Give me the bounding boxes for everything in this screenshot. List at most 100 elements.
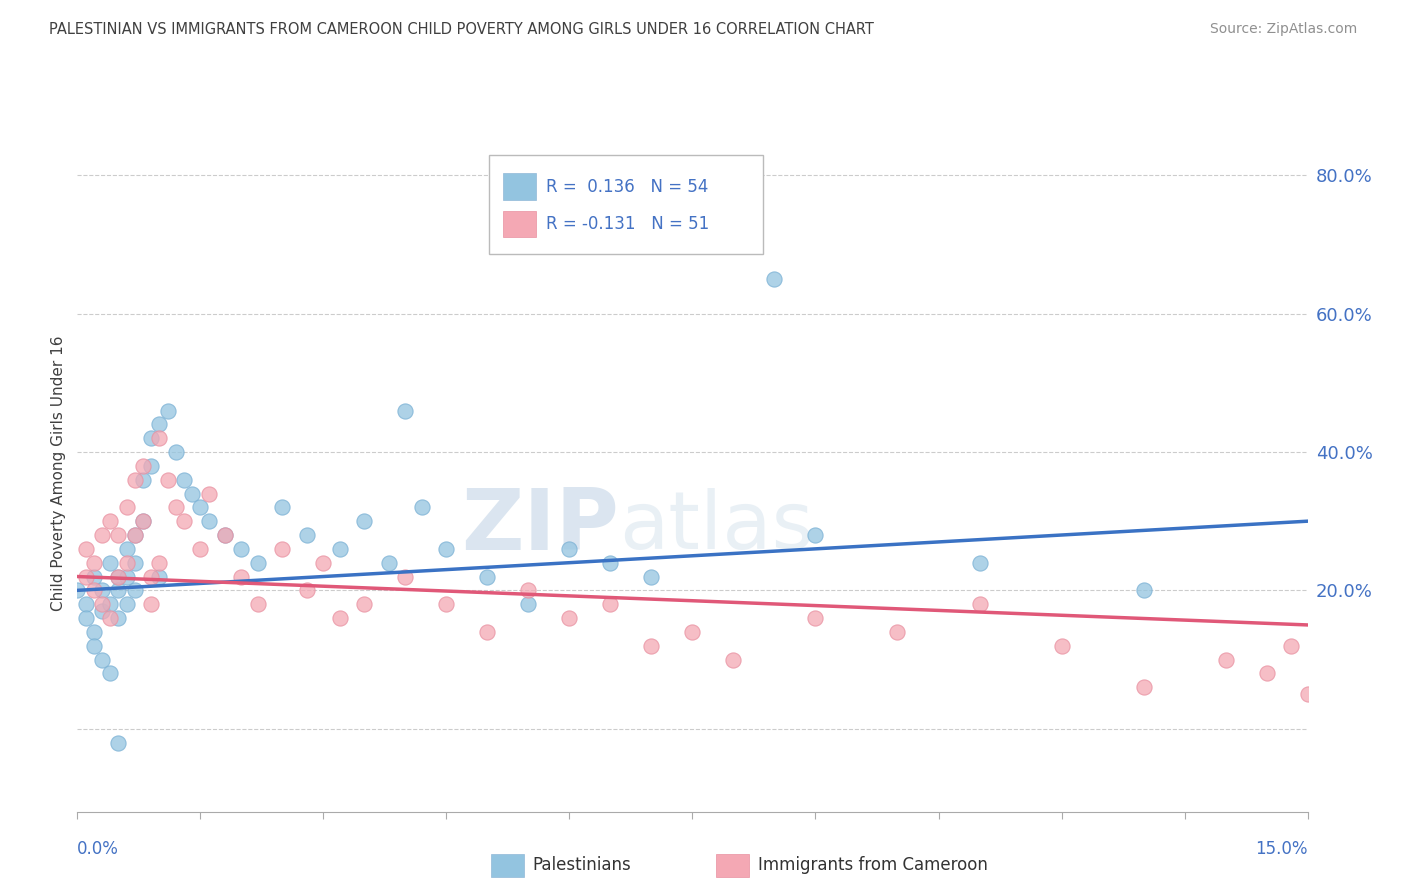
Point	[231, 541, 253, 556]
Point	[75, 569, 97, 583]
Point	[83, 569, 105, 583]
Point	[66, 583, 89, 598]
Point	[640, 569, 662, 583]
Point	[148, 569, 170, 583]
Point	[271, 541, 294, 556]
Point	[558, 541, 581, 556]
Point	[804, 611, 827, 625]
Point	[156, 473, 179, 487]
Point	[1050, 639, 1073, 653]
Point	[132, 514, 155, 528]
Point	[353, 597, 375, 611]
Point	[148, 417, 170, 432]
Point	[83, 639, 105, 653]
Point	[83, 624, 105, 639]
Point	[124, 528, 146, 542]
Point	[90, 597, 114, 611]
Point	[107, 735, 129, 749]
Point	[90, 583, 114, 598]
Point	[107, 569, 129, 583]
Point	[295, 583, 318, 598]
Point	[90, 652, 114, 666]
Point	[477, 624, 499, 639]
Point	[1296, 687, 1319, 701]
Point	[1279, 639, 1302, 653]
Point	[124, 556, 146, 570]
Point	[115, 500, 138, 515]
Point	[329, 611, 352, 625]
Point	[173, 514, 195, 528]
Point	[90, 528, 114, 542]
Point	[246, 556, 269, 570]
Point	[214, 528, 236, 542]
Point	[124, 473, 146, 487]
Point	[98, 666, 121, 681]
Point	[188, 500, 212, 515]
Point	[165, 500, 187, 515]
Point	[124, 528, 146, 542]
Point	[1215, 652, 1237, 666]
Point	[75, 541, 97, 556]
Text: R =  0.136   N = 54: R = 0.136 N = 54	[547, 178, 709, 195]
Text: Palestinians: Palestinians	[533, 856, 631, 874]
Point	[804, 528, 827, 542]
Point	[271, 500, 294, 515]
Point	[148, 431, 170, 445]
Point	[107, 528, 129, 542]
Point	[197, 514, 219, 528]
Point	[115, 569, 138, 583]
Point	[115, 597, 138, 611]
Point	[197, 486, 219, 500]
Point	[132, 514, 155, 528]
Text: R = -0.131   N = 51: R = -0.131 N = 51	[547, 215, 710, 233]
Point	[98, 556, 121, 570]
Point	[436, 541, 458, 556]
Text: Immigrants from Cameroon: Immigrants from Cameroon	[758, 856, 987, 874]
Point	[353, 514, 375, 528]
Point	[295, 528, 318, 542]
Point	[165, 445, 187, 459]
Text: PALESTINIAN VS IMMIGRANTS FROM CAMEROON CHILD POVERTY AMONG GIRLS UNDER 16 CORRE: PALESTINIAN VS IMMIGRANTS FROM CAMEROON …	[49, 22, 875, 37]
Point	[98, 514, 121, 528]
Text: Source: ZipAtlas.com: Source: ZipAtlas.com	[1209, 22, 1357, 37]
Point	[83, 556, 105, 570]
Point	[599, 597, 621, 611]
Point	[132, 473, 155, 487]
Point	[107, 583, 129, 598]
Point	[246, 597, 269, 611]
Point	[1132, 583, 1154, 598]
Point	[394, 569, 416, 583]
Point	[156, 403, 179, 417]
Point	[969, 597, 991, 611]
Point	[411, 500, 433, 515]
Point	[115, 556, 138, 570]
Point	[558, 611, 581, 625]
Point	[969, 556, 991, 570]
Text: 15.0%: 15.0%	[1256, 840, 1308, 858]
Text: 0.0%: 0.0%	[77, 840, 120, 858]
Point	[517, 597, 540, 611]
Point	[141, 431, 163, 445]
Point	[188, 541, 212, 556]
Point	[141, 458, 163, 473]
Point	[436, 597, 458, 611]
Point	[148, 556, 170, 570]
Point	[477, 569, 499, 583]
Point	[98, 611, 121, 625]
Point	[141, 569, 163, 583]
Point	[312, 556, 335, 570]
Point	[231, 569, 253, 583]
Point	[107, 569, 129, 583]
Point	[1256, 666, 1278, 681]
Point	[329, 541, 352, 556]
Text: atlas: atlas	[619, 488, 813, 566]
Point	[132, 458, 155, 473]
Point	[599, 556, 621, 570]
Point	[75, 597, 97, 611]
Point	[682, 624, 704, 639]
Text: ZIP: ZIP	[461, 485, 619, 568]
Point	[517, 583, 540, 598]
Point	[394, 403, 416, 417]
Y-axis label: Child Poverty Among Girls Under 16: Child Poverty Among Girls Under 16	[51, 335, 66, 610]
Point	[90, 604, 114, 618]
